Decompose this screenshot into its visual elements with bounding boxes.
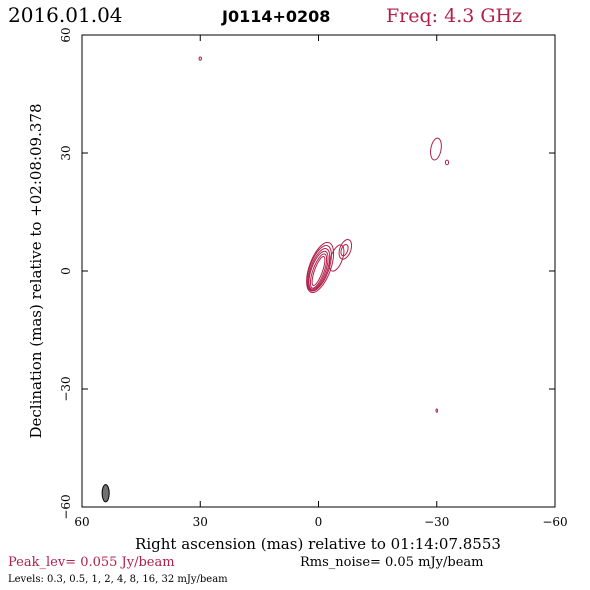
x-tick-label: 30 — [193, 515, 208, 529]
core-contour — [308, 250, 329, 290]
date-label: 2016.01.04 — [8, 3, 123, 27]
core-contour — [311, 256, 326, 286]
contour-lines — [198, 56, 450, 413]
peak-level: Peak_lev= 0.055 Jy/beam — [8, 555, 175, 570]
restoring-beam — [101, 484, 110, 503]
frequency-label: Freq: 4.3 GHz — [386, 5, 522, 27]
y-axis-label: Declination (mas) relative to +02:08:09.… — [27, 103, 45, 438]
y-tick-label: −30 — [59, 376, 73, 401]
blob-contour — [430, 137, 442, 161]
x-tick-label: 0 — [315, 515, 323, 529]
core-contour — [306, 241, 335, 293]
x-tick-label: −60 — [542, 515, 567, 529]
blob-contour — [444, 159, 450, 166]
y-tick-label: 0 — [59, 267, 73, 275]
source-name: J0114+0208 — [221, 7, 330, 26]
blob-contour — [435, 408, 439, 413]
core-contour — [306, 244, 332, 292]
x-tick-label: 60 — [74, 515, 89, 529]
x-tick-label: −30 — [424, 515, 449, 529]
jet-contour — [328, 244, 345, 272]
contour-levels: Levels: 0.3, 0.5, 1, 2, 4, 8, 16, 32 mJy… — [8, 574, 228, 585]
x-axis-label: Right ascension (mas) relative to 01:14:… — [135, 535, 501, 553]
y-tick-label: 30 — [59, 145, 73, 160]
rms-noise: Rms_noise= 0.05 mJy/beam — [300, 555, 483, 570]
y-tick-label: 60 — [59, 27, 73, 42]
y-tick-label: −60 — [59, 494, 73, 519]
plot-frame — [81, 34, 556, 508]
jet-contour — [338, 239, 353, 260]
jet-contour — [340, 244, 349, 257]
core-contour — [307, 248, 331, 291]
core-contour — [309, 253, 328, 289]
blob-contour — [198, 56, 202, 61]
beam-ellipse — [101, 484, 110, 503]
